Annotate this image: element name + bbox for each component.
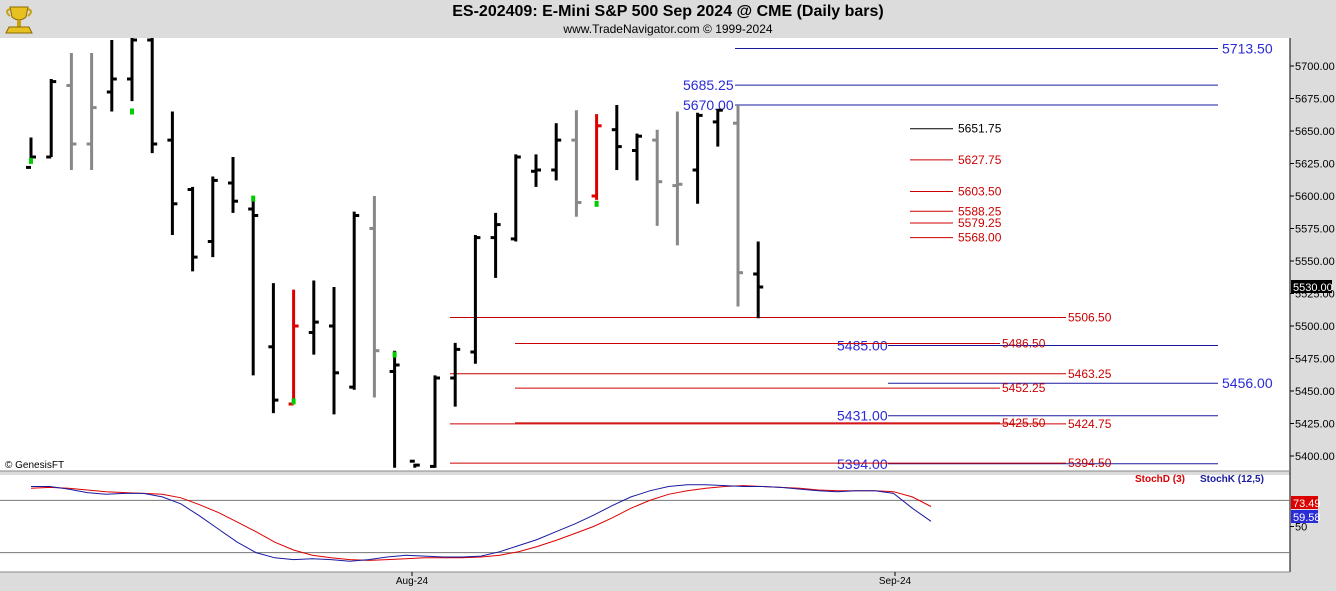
level-label-red: 5425.50 xyxy=(1002,416,1046,430)
ohlc-bar xyxy=(652,129,663,226)
ohlc-bar xyxy=(611,105,622,170)
level-label-blue: 5713.50 xyxy=(1222,40,1273,56)
ohlc-bar xyxy=(349,211,360,390)
last-price-badge xyxy=(1291,280,1332,293)
price-axis-label: 5575.00 xyxy=(1295,224,1335,236)
stoch-axis-label: 50 xyxy=(1295,522,1307,534)
highlight-mark xyxy=(251,195,256,202)
ohlc-bar xyxy=(591,114,602,200)
ohlc-bar xyxy=(248,196,259,376)
price-axis-label: 5650.00 xyxy=(1295,126,1335,138)
stochastic-panel: StochD (3) StochK (12,5) 50 73.49 59.58 xyxy=(0,474,1321,562)
ohlc-bar xyxy=(268,283,279,414)
ohlc-bar xyxy=(510,154,521,242)
ohlc-bar xyxy=(692,112,703,204)
ohlc-bar xyxy=(409,459,420,468)
ohlc-bar xyxy=(46,79,57,159)
highlight-mark xyxy=(130,108,134,115)
date-axis-label: Sep-24 xyxy=(879,576,912,587)
level-label-blue: 5685.25 xyxy=(683,77,734,93)
level-label-blue: 5431.00 xyxy=(837,408,888,424)
level-label-blue: 5394.00 xyxy=(837,456,888,472)
level-label-red: 5394.50 xyxy=(1068,456,1112,470)
stoch-d-value-badge xyxy=(1291,496,1318,509)
level-lines: 5713.50 5685.25 5670.00 5485.00 5456.00 5431.… xyxy=(450,40,1273,471)
level-label-red: 5452.25 xyxy=(1002,381,1046,395)
stoch-k-line xyxy=(31,484,932,562)
ohlc-bar xyxy=(490,212,501,278)
ohlc-bar xyxy=(733,105,743,307)
chart-title: ES-202409: E-Mini S&P 500 Sep 2024 @ CME… xyxy=(452,3,884,20)
price-axis-label: 5500.00 xyxy=(1295,321,1335,333)
level-label-red: 5463.25 xyxy=(1068,367,1112,381)
price-axis-label: 5625.00 xyxy=(1295,159,1335,171)
ohlc-bar xyxy=(308,280,319,355)
ohlc-bar xyxy=(571,110,582,217)
ohlc-bar xyxy=(207,176,218,258)
price-axis-label: 5450.00 xyxy=(1295,386,1335,398)
ohlc-bar xyxy=(86,53,97,170)
stoch-d-legend: StochD (3) xyxy=(1135,474,1185,485)
level-label-blue: 5485.00 xyxy=(837,338,888,354)
stoch-panel-bg xyxy=(0,475,1290,572)
level-label-blue: 5670.00 xyxy=(683,97,734,113)
ohlc-bar xyxy=(551,123,562,181)
ohlc-bar xyxy=(106,40,117,112)
highlight-mark xyxy=(29,157,33,164)
date-axis: Aug-24 Sep-24 xyxy=(396,572,912,587)
price-bars xyxy=(26,38,764,468)
level-label-red: 5568.00 xyxy=(958,231,1002,245)
ohlc-bar xyxy=(329,287,339,415)
level-label-red: 5627.75 xyxy=(958,153,1002,167)
price-axis-label: 5700.00 xyxy=(1295,61,1335,73)
level-label-red: 5486.50 xyxy=(1002,337,1046,351)
level-label-red: 5588.25 xyxy=(958,204,1002,218)
stoch-k-value: 59.58 xyxy=(1293,512,1321,524)
ohlc-bar xyxy=(450,342,461,407)
stoch-k-legend: StochK (12,5) xyxy=(1200,474,1264,485)
ohlc-bar xyxy=(470,235,481,364)
ohlc-bar xyxy=(531,154,541,187)
price-axis-label: 5675.00 xyxy=(1295,94,1335,106)
ohlc-bar xyxy=(712,108,723,147)
chart-subtitle: www.TradeNavigator.com © 1999-2024 xyxy=(563,22,773,36)
highlight-mark xyxy=(392,351,397,358)
level-label-black: 5651.75 xyxy=(958,122,1002,136)
ohlc-bar xyxy=(389,350,400,468)
price-axis-label: 5475.00 xyxy=(1295,354,1335,366)
ohlc-bar xyxy=(187,186,198,272)
watermark-text: © GenesisFT xyxy=(5,460,64,471)
panel-backgrounds xyxy=(0,38,1291,573)
ohlc-bar xyxy=(369,196,380,398)
price-axis-label: 5425.00 xyxy=(1295,419,1335,431)
chart-header: ES-202409: E-Mini S&P 500 Sep 2024 @ CME… xyxy=(0,0,1336,38)
ohlc-bar xyxy=(430,375,440,468)
highlight-mark xyxy=(594,200,599,207)
ohlc-bar xyxy=(632,133,642,181)
stoch-d-value: 73.49 xyxy=(1293,498,1321,510)
date-axis-label: Aug-24 xyxy=(396,576,429,587)
stoch-k-value-badge xyxy=(1291,510,1318,523)
ohlc-bar xyxy=(167,111,178,235)
price-axis-label: 5400.00 xyxy=(1295,451,1335,463)
level-label-red: 5424.75 xyxy=(1068,417,1112,431)
last-price-label: 5530.00 xyxy=(1293,282,1333,294)
ohlc-bar xyxy=(753,241,764,319)
price-axis-label: 5550.00 xyxy=(1295,256,1335,268)
ohlc-bar xyxy=(66,53,77,170)
price-axis: 5700.00 5675.00 5650.00 5625.00 5600.00 5575.… xyxy=(1290,61,1335,463)
level-label-red: 5579.25 xyxy=(958,216,1002,230)
level-label-red: 5603.50 xyxy=(958,184,1002,198)
price-axis-label: 5600.00 xyxy=(1295,191,1335,203)
ohlc-bar xyxy=(127,38,137,102)
highlight-mark xyxy=(291,398,296,405)
trophy-logo-icon xyxy=(5,6,33,34)
ohlc-bar xyxy=(147,38,158,154)
ohlc-bar xyxy=(672,111,683,246)
level-label-blue: 5456.00 xyxy=(1222,375,1273,391)
ohlc-bar xyxy=(228,157,238,213)
price-panel-bg xyxy=(0,38,1290,471)
level-label-red: 5506.50 xyxy=(1068,311,1112,325)
